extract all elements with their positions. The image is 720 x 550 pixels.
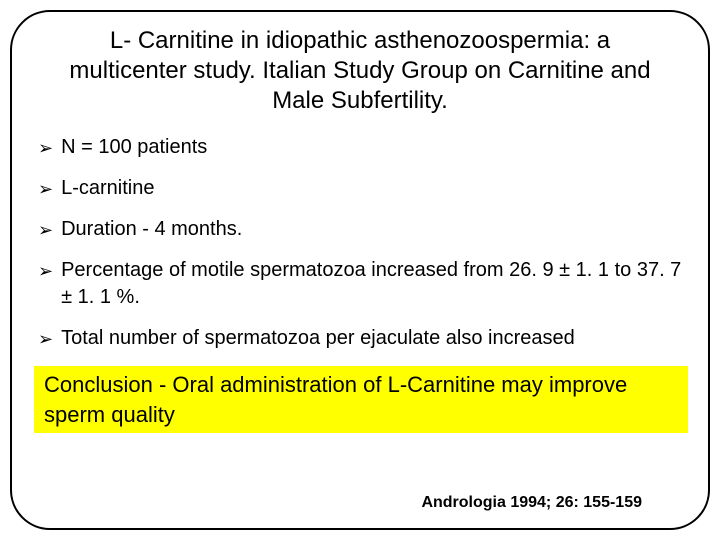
- bullet-text: L-carnitine: [61, 175, 688, 202]
- list-item: ➢ Percentage of motile spermatozoa incre…: [38, 257, 688, 311]
- list-item: ➢ Duration - 4 months.: [38, 216, 688, 243]
- bullet-marker-icon: ➢: [38, 177, 53, 201]
- list-item: ➢ N = 100 patients: [38, 134, 688, 161]
- list-item: ➢ L-carnitine: [38, 175, 688, 202]
- citation-text: Andrologia 1994; 26: 155-159: [421, 494, 642, 512]
- bullet-list: ➢ N = 100 patients ➢ L-carnitine ➢ Durat…: [38, 134, 688, 352]
- bullet-text: Percentage of motile spermatozoa increas…: [61, 257, 688, 311]
- bullet-text: Total number of spermatozoa per ejaculat…: [61, 325, 688, 352]
- conclusion-highlight: Conclusion - Oral administration of L-Ca…: [34, 366, 688, 433]
- bullet-marker-icon: ➢: [38, 327, 53, 351]
- bullet-marker-icon: ➢: [38, 136, 53, 160]
- slide-container: L- Carnitine in idiopathic asthenozoospe…: [10, 10, 710, 530]
- bullet-marker-icon: ➢: [38, 218, 53, 242]
- slide-title: L- Carnitine in idiopathic asthenozoospe…: [50, 26, 670, 116]
- bullet-marker-icon: ➢: [38, 259, 53, 283]
- list-item: ➢ Total number of spermatozoa per ejacul…: [38, 325, 688, 352]
- bullet-text: Duration - 4 months.: [61, 216, 688, 243]
- bullet-text: N = 100 patients: [61, 134, 688, 161]
